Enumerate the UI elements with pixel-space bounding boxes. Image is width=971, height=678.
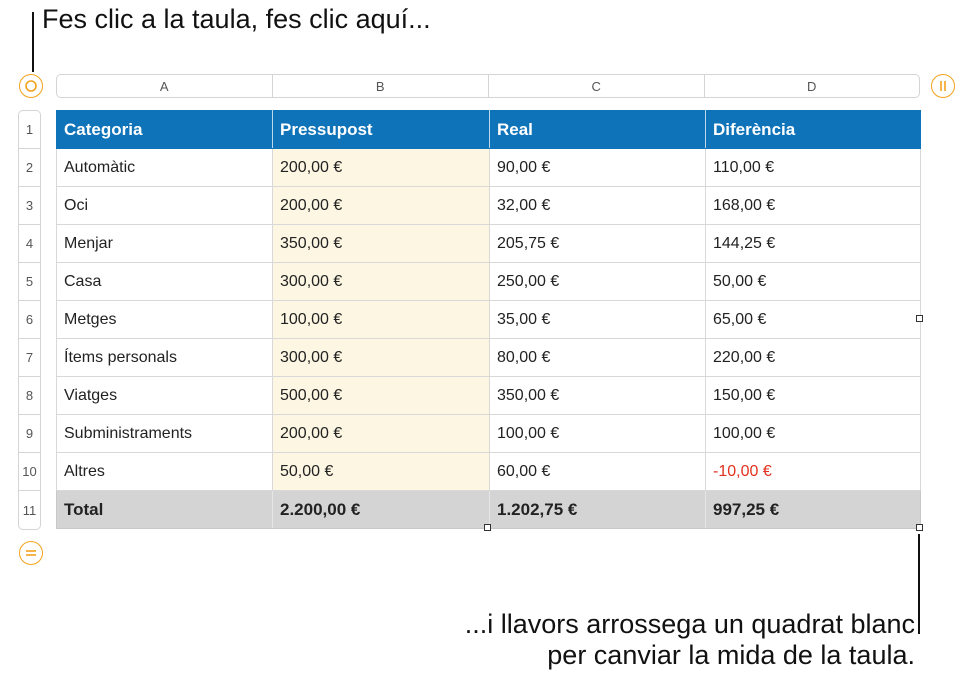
category-cell[interactable]: Automàtic <box>56 148 273 187</box>
total-actual-cell[interactable]: 1.202,75 € <box>489 490 706 529</box>
actual-cell[interactable]: 250,00 € <box>489 262 706 301</box>
difference-cell[interactable]: 65,00 € <box>705 300 921 339</box>
actual-cell[interactable]: 350,00 € <box>489 376 706 415</box>
callout-click-table: Fes clic a la taula, fes clic aquí... <box>42 4 431 34</box>
table-row: Casa 300,00 € 250,00 € 50,00 € <box>56 262 921 301</box>
callout-leader-top <box>32 12 34 72</box>
column-header-a[interactable]: A <box>57 75 273 97</box>
row-header[interactable]: 9 <box>19 415 40 453</box>
table-row: Automàtic 200,00 € 90,00 € 110,00 € <box>56 148 921 187</box>
difference-cell[interactable]: 100,00 € <box>705 414 921 453</box>
callout-line-1: ...i llavors arrossega un quadrat blanc <box>464 609 915 639</box>
resize-handle-corner[interactable] <box>916 524 923 531</box>
budget-cell[interactable]: 300,00 € <box>272 262 490 301</box>
row-header[interactable]: 3 <box>19 187 40 225</box>
category-cell[interactable]: Subministraments <box>56 414 273 453</box>
callout-drag-handle: ...i llavors arrossega un quadrat blanc … <box>465 609 915 671</box>
difference-cell[interactable]: 144,25 € <box>705 224 921 263</box>
row-header[interactable]: 5 <box>19 263 40 301</box>
resize-handle-bottom[interactable] <box>484 524 491 531</box>
callout-line-2: per canviar la mida de la taula. <box>547 640 915 670</box>
header-cell[interactable]: Categoria <box>56 110 273 149</box>
budget-cell[interactable]: 50,00 € <box>272 452 490 491</box>
row-header[interactable]: 4 <box>19 225 40 263</box>
row-header[interactable]: 10 <box>19 453 40 491</box>
actual-cell[interactable]: 35,00 € <box>489 300 706 339</box>
column-header-bar: A B C D <box>56 74 920 98</box>
header-cell[interactable]: Pressupost <box>272 110 490 149</box>
budget-cell[interactable]: 100,00 € <box>272 300 490 339</box>
category-cell[interactable]: Viatges <box>56 376 273 415</box>
budget-cell[interactable]: 200,00 € <box>272 148 490 187</box>
difference-cell[interactable]: 150,00 € <box>705 376 921 415</box>
resize-handle-right[interactable] <box>916 315 923 322</box>
actual-cell[interactable]: 32,00 € <box>489 186 706 225</box>
actual-cell[interactable]: 205,75 € <box>489 224 706 263</box>
table-row: Altres 50,00 € 60,00 € -10,00 € <box>56 452 921 491</box>
budget-table[interactable]: Categoria Pressupost Real Diferència Aut… <box>56 110 921 529</box>
category-cell[interactable]: Metges <box>56 300 273 339</box>
actual-cell[interactable]: 90,00 € <box>489 148 706 187</box>
total-difference-cell[interactable]: 997,25 € <box>705 490 921 529</box>
actual-cell[interactable]: 60,00 € <box>489 452 706 491</box>
difference-cell[interactable]: 220,00 € <box>705 338 921 377</box>
row-header[interactable]: 7 <box>19 339 40 377</box>
budget-cell[interactable]: 200,00 € <box>272 414 490 453</box>
column-header-d[interactable]: D <box>807 78 817 94</box>
budget-cell[interactable]: 300,00 € <box>272 338 490 377</box>
add-column-button[interactable] <box>931 74 955 98</box>
difference-cell[interactable]: 168,00 € <box>705 186 921 225</box>
row-header[interactable]: 8 <box>19 377 40 415</box>
column-header-c[interactable]: C <box>489 75 705 97</box>
budget-cell[interactable]: 200,00 € <box>272 186 490 225</box>
table-row: Menjar 350,00 € 205,75 € 144,25 € <box>56 224 921 263</box>
total-label-cell[interactable]: Total <box>56 490 273 529</box>
table-footer-row: Total 2.200,00 € 1.202,75 € 997,25 € <box>56 490 921 529</box>
total-budget-cell[interactable]: 2.200,00 € <box>272 490 490 529</box>
column-header-b[interactable]: B <box>273 75 489 97</box>
category-cell[interactable]: Ítems personals <box>56 338 273 377</box>
category-cell[interactable]: Altres <box>56 452 273 491</box>
table-header-row: Categoria Pressupost Real Diferència <box>56 110 921 149</box>
category-cell[interactable]: Menjar <box>56 224 273 263</box>
add-row-button[interactable] <box>19 541 43 565</box>
table-row: Ítems personals 300,00 € 80,00 € 220,00 … <box>56 338 921 377</box>
double-bar-icon <box>940 81 946 91</box>
header-cell[interactable]: Diferència <box>705 110 921 149</box>
difference-cell-negative[interactable]: -10,00 € <box>705 452 921 491</box>
callout-leader-bottom <box>918 534 920 634</box>
header-cell[interactable]: Real <box>489 110 706 149</box>
table-row: Subministraments 200,00 € 100,00 € 100,0… <box>56 414 921 453</box>
double-line-icon <box>26 550 36 556</box>
category-cell[interactable]: Oci <box>56 186 273 225</box>
budget-cell[interactable]: 350,00 € <box>272 224 490 263</box>
row-header[interactable]: 1 <box>19 111 40 149</box>
circle-icon <box>25 80 37 92</box>
select-table-button[interactable] <box>19 74 43 98</box>
table-row: Viatges 500,00 € 350,00 € 150,00 € <box>56 376 921 415</box>
row-header-bar: 1 2 3 4 5 6 7 8 9 10 11 <box>18 110 41 530</box>
category-cell[interactable]: Casa <box>56 262 273 301</box>
row-header[interactable]: 2 <box>19 149 40 187</box>
actual-cell[interactable]: 80,00 € <box>489 338 706 377</box>
budget-cell[interactable]: 500,00 € <box>272 376 490 415</box>
table-row: Oci 200,00 € 32,00 € 168,00 € <box>56 186 921 225</box>
actual-cell[interactable]: 100,00 € <box>489 414 706 453</box>
row-header[interactable]: 6 <box>19 301 40 339</box>
difference-cell[interactable]: 110,00 € <box>705 148 921 187</box>
row-header[interactable]: 11 <box>22 502 37 518</box>
difference-cell[interactable]: 50,00 € <box>705 262 921 301</box>
table-row: Metges 100,00 € 35,00 € 65,00 € <box>56 300 921 339</box>
